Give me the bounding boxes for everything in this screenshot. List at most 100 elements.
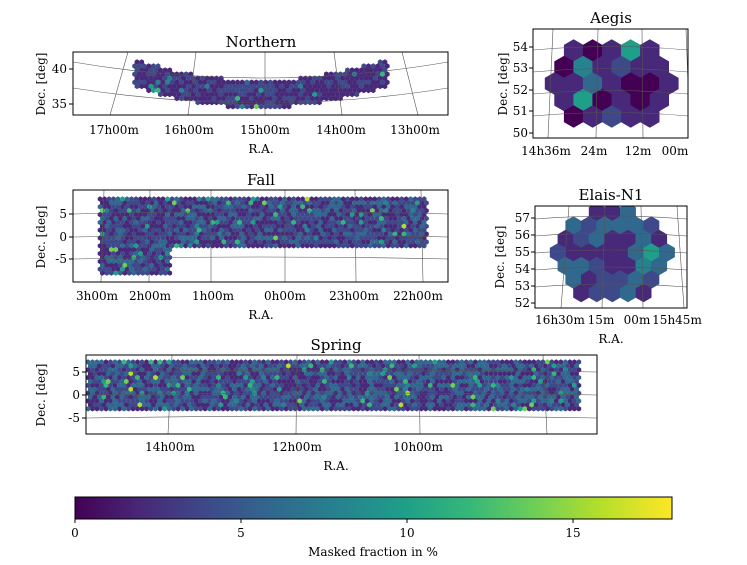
fall-hex-cell [97, 258, 103, 265]
spring-hex-cell [511, 402, 516, 408]
fall-hex-cell [115, 250, 121, 257]
spring-hex-cell [178, 386, 183, 392]
fall-hex-cell [208, 200, 213, 206]
northern-hex-cell [281, 103, 287, 110]
fall-hex-cell [307, 215, 312, 222]
spring-hex-cell [99, 374, 104, 381]
fall-hex-cell [403, 196, 409, 202]
spring-hex-cell [430, 378, 435, 385]
spring-hex-cell [452, 402, 458, 408]
spring-hex-cell [547, 402, 552, 408]
spring-hex-cell [148, 390, 154, 396]
spring-hex-cell [371, 402, 377, 408]
spring-hex-cell [202, 374, 208, 381]
spring-hex-cell [430, 363, 435, 369]
spring-hex-cell [567, 367, 573, 373]
spring-hex-cell [346, 398, 352, 404]
fall-hex-cell [318, 243, 323, 249]
spring-hex-cell [459, 359, 465, 365]
northern-title: Northern [226, 33, 297, 51]
spring-hex-cell [164, 371, 170, 377]
fall-hex-cell [129, 196, 134, 202]
fall-hex-cell [158, 239, 164, 245]
northern-hex-cell [221, 79, 226, 86]
fall-hex-cell [340, 219, 346, 226]
spring-hex-cell [157, 398, 163, 404]
northern-hex-cell [158, 75, 163, 81]
fall-hex-cell [322, 196, 328, 202]
spring-hex-cell [520, 394, 525, 400]
fall-hex-cell [410, 215, 416, 222]
elais-hex-cell [565, 270, 582, 289]
fall-hex-cell [295, 211, 301, 218]
spring-hex-cell [270, 367, 275, 373]
spring-hex-cell [533, 402, 539, 408]
northern-hex-cell [179, 71, 184, 77]
spring-hex-cell [349, 394, 354, 400]
spring-hex-cell [268, 371, 273, 377]
spring-hex-cell [418, 398, 424, 404]
spring-hex-cell [148, 359, 154, 365]
spring-hex-cell [565, 386, 570, 392]
northern-hex-cell [377, 75, 383, 81]
spring-hex-cell [437, 406, 442, 412]
fall-hex-cell [385, 235, 391, 241]
spring-hex-cell [524, 378, 530, 385]
spring-hex-cell [367, 378, 372, 385]
spring-hex-cell [101, 402, 107, 408]
fall-hex-cell [120, 204, 125, 210]
elais-hex-cell [620, 256, 636, 276]
spring-hex-cell [389, 394, 395, 400]
northern-hex-cell [174, 71, 180, 77]
fall-hex-cell [250, 235, 256, 241]
fall-hex-cell [174, 235, 179, 241]
spring-hex-cell [304, 402, 309, 408]
spring-hex-cell [558, 382, 564, 389]
spring-hex-cell [556, 378, 561, 385]
spring-hex-cell [387, 398, 392, 404]
spring-hex-cell [220, 398, 226, 404]
spring-hex-cell [153, 359, 158, 365]
fall-hex-cell [255, 196, 260, 202]
spring-hex-cell [470, 371, 476, 377]
spring-hex-cell [432, 382, 438, 389]
northern-hex-cell [305, 87, 311, 94]
spring-hex-cell [515, 402, 521, 408]
spring-hex-cell [459, 406, 465, 412]
fall-hex-cell [397, 231, 402, 237]
spring-hex-cell [475, 394, 480, 400]
spring-hex-cell [178, 363, 183, 369]
fall-hex-cell [271, 200, 276, 206]
fall-hex-cell [345, 211, 350, 218]
fall-hex-cell [367, 196, 373, 202]
northern-hex-cell [317, 75, 322, 81]
spring-hex-cell [400, 374, 406, 381]
northern-hex-cell [307, 99, 313, 106]
northern-hex-cell [373, 75, 378, 81]
spring-hex-cell [477, 382, 483, 389]
spring-hex-cell [322, 371, 327, 377]
spring-hex-cell [491, 359, 496, 365]
fall-hex-cell [275, 231, 281, 237]
fall-ytick-m5: -5 [55, 252, 67, 266]
fall-hex-cell [250, 211, 256, 218]
spring-hex-cell [572, 406, 577, 412]
spring-hex-cell [216, 406, 221, 412]
spring-hex-cell [247, 398, 253, 404]
spring-hex-cell [527, 374, 532, 381]
spring-hex-cell [202, 390, 208, 396]
spring-hex-cell [520, 378, 525, 385]
fall-hex-cell [277, 196, 283, 202]
fall-hex-cell [244, 223, 249, 229]
spring-hex-cell [238, 382, 244, 389]
fall-hex-cell [343, 239, 348, 245]
fall-hex-cell [349, 243, 355, 249]
fall-hex-cell [259, 219, 265, 226]
elais-xlabel: R.A. [598, 332, 623, 346]
spring-hex-cell [214, 386, 219, 392]
fall-hex-cell [203, 215, 209, 222]
spring-hex-cell [279, 406, 284, 412]
spring-hex-cell [547, 378, 552, 385]
spring-hex-cell [198, 390, 203, 396]
fall-hex-cell [140, 223, 146, 229]
